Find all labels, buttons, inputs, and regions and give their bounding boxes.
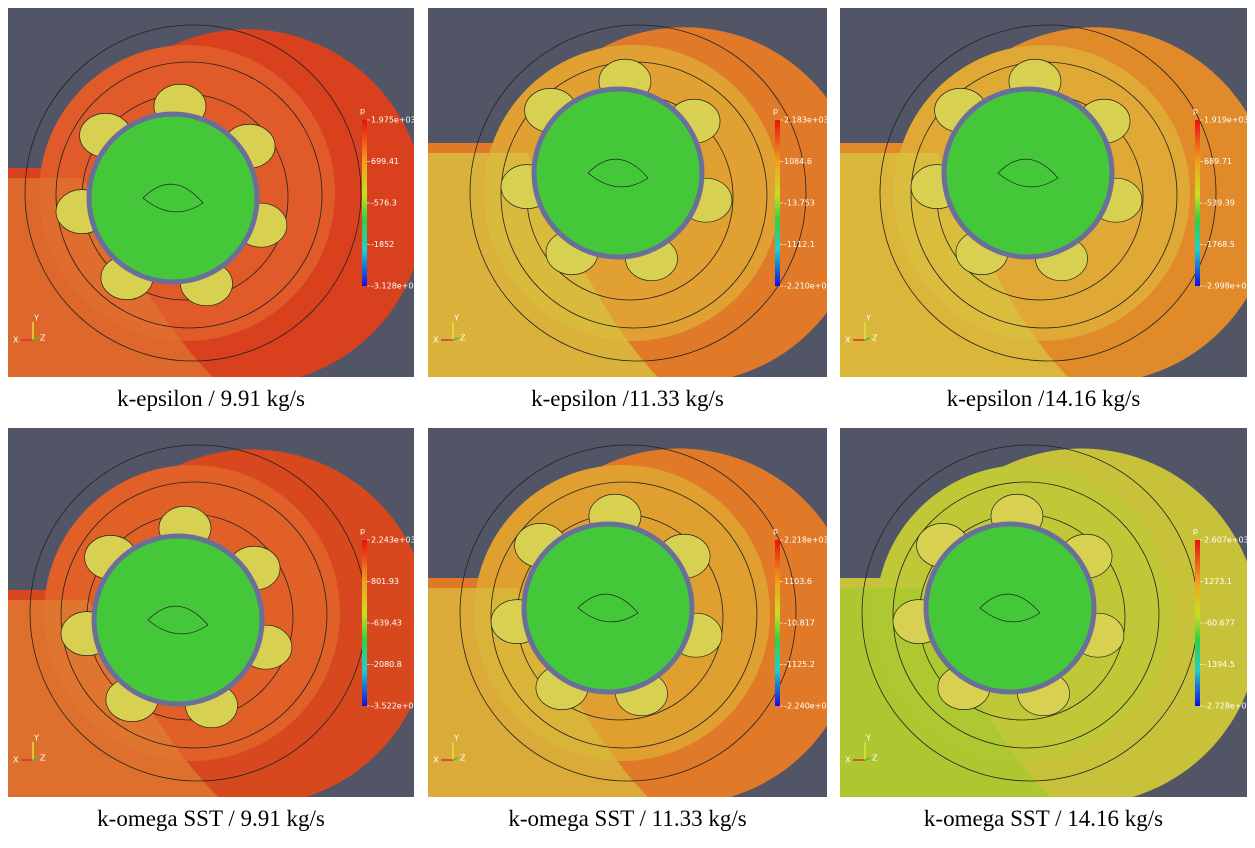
legend-tick-label: -13.753 (784, 199, 815, 208)
legend-tick-label: -1112.1 (784, 240, 815, 249)
legend-tick-label: 801.93 (371, 577, 399, 586)
legend-title: p (773, 107, 778, 116)
legend-tick-label: -2.998e+03 (1204, 282, 1247, 291)
triad-label: X (13, 756, 19, 765)
legend-tick-label: 699.41 (371, 157, 399, 166)
simulation-panel: p 2.183e+03 1084.6 -13.753 -1112.1 -2.210e+03… (428, 8, 827, 377)
color-bar (1195, 120, 1200, 286)
legend-tick-label: -2.728e+03 (1204, 702, 1247, 711)
triad-label: Z (460, 334, 466, 343)
legend-tick-label: -1125.2 (784, 660, 815, 669)
impeller (926, 524, 1094, 692)
legend-tick-label: 2.183e+03 (784, 116, 827, 125)
legend-tick-label: -1394.5 (1204, 660, 1235, 669)
triad-label: Z (460, 754, 466, 763)
triad-label: Y (33, 314, 39, 323)
triad-label: Y (453, 314, 459, 323)
simulation-panel: p 1.919e+03 689.71 -539.39 -1768.5 -2.998e+03… (840, 8, 1247, 377)
triad-label: Z (40, 334, 46, 343)
simulation-panel: p 2.218e+03 1103.6 -10.817 -1125.2 -2.240e+03… (428, 428, 827, 797)
legend-tick-label: 2.218e+03 (784, 536, 827, 545)
triad-label: Y (865, 314, 871, 323)
color-bar (362, 540, 367, 706)
triad-label: Z (872, 754, 878, 763)
triad-label: Y (33, 734, 39, 743)
figure: (() => { const data = JSON.parse(documen… (0, 0, 1255, 848)
impeller (524, 524, 692, 692)
legend-title: p (1193, 527, 1198, 536)
triad-label: X (845, 336, 851, 345)
legend-tick-label: -3.522e+03 (371, 702, 414, 711)
caption: k-epsilon / 9.91 kg/s (8, 386, 414, 412)
legend-tick-label: -639.43 (371, 619, 402, 628)
legend-tick-label: 2.243e+03 (371, 536, 414, 545)
triad-label: Y (865, 734, 871, 743)
simulation-panel: p 2.243e+03 801.93 -639.43 -2080.8 -3.522e+03… (8, 428, 414, 797)
triad-label: Y (453, 734, 459, 743)
legend-title: p (773, 527, 778, 536)
legend-title: p (360, 107, 365, 116)
simulation-panel: p 1.975e+03 699.41 -576.3 -1852 -3.128e+03 X Y Z (8, 8, 414, 377)
caption: k-omega SST / 14.16 kg/s (840, 806, 1247, 832)
legend-tick-label: -60.677 (1204, 619, 1235, 628)
caption: k-epsilon /14.16 kg/s (840, 386, 1247, 412)
triad-label: X (845, 756, 851, 765)
legend-tick-label: 1084.6 (784, 157, 812, 166)
legend-tick-label: -10.817 (784, 619, 815, 628)
legend-tick-label: -1768.5 (1204, 240, 1235, 249)
color-bar (362, 120, 367, 286)
legend-tick-label: -1852 (371, 240, 394, 249)
legend-title: p (1193, 107, 1198, 116)
legend-tick-label: -576.3 (371, 199, 397, 208)
triad-label: X (433, 756, 439, 765)
impeller (944, 89, 1112, 257)
impeller (534, 89, 702, 257)
legend-tick-label: 689.71 (1204, 157, 1232, 166)
legend-tick-label: 2.607e+03 (1204, 536, 1247, 545)
color-bar (775, 120, 780, 286)
legend-tick-label: -2080.8 (371, 660, 402, 669)
legend-tick-label: 1.919e+03 (1204, 116, 1247, 125)
color-bar (1195, 540, 1200, 706)
legend-tick-label: -2.210e+03 (784, 282, 827, 291)
triad-label: X (13, 336, 19, 345)
caption: k-omega SST / 9.91 kg/s (8, 806, 414, 832)
legend-tick-label: 1.975e+03 (371, 116, 414, 125)
caption: k-epsilon /11.33 kg/s (428, 386, 827, 412)
legend-tick-label: -2.240e+03 (784, 702, 827, 711)
color-bar (775, 540, 780, 706)
legend-title: p (360, 527, 365, 536)
triad-label: X (433, 336, 439, 345)
triad-label: Z (40, 754, 46, 763)
legend-tick-label: 1273.1 (1204, 577, 1232, 586)
simulation-panel: p 2.607e+03 1273.1 -60.677 -1394.5 -2.728e+03… (840, 428, 1247, 797)
impeller (94, 536, 262, 704)
legend-tick-label: -3.128e+03 (371, 282, 414, 291)
legend-tick-label: 1103.6 (784, 577, 812, 586)
triad-label: Z (872, 334, 878, 343)
legend-tick-label: -539.39 (1204, 199, 1235, 208)
impeller (89, 114, 257, 282)
caption: k-omega SST / 11.33 kg/s (428, 806, 827, 832)
